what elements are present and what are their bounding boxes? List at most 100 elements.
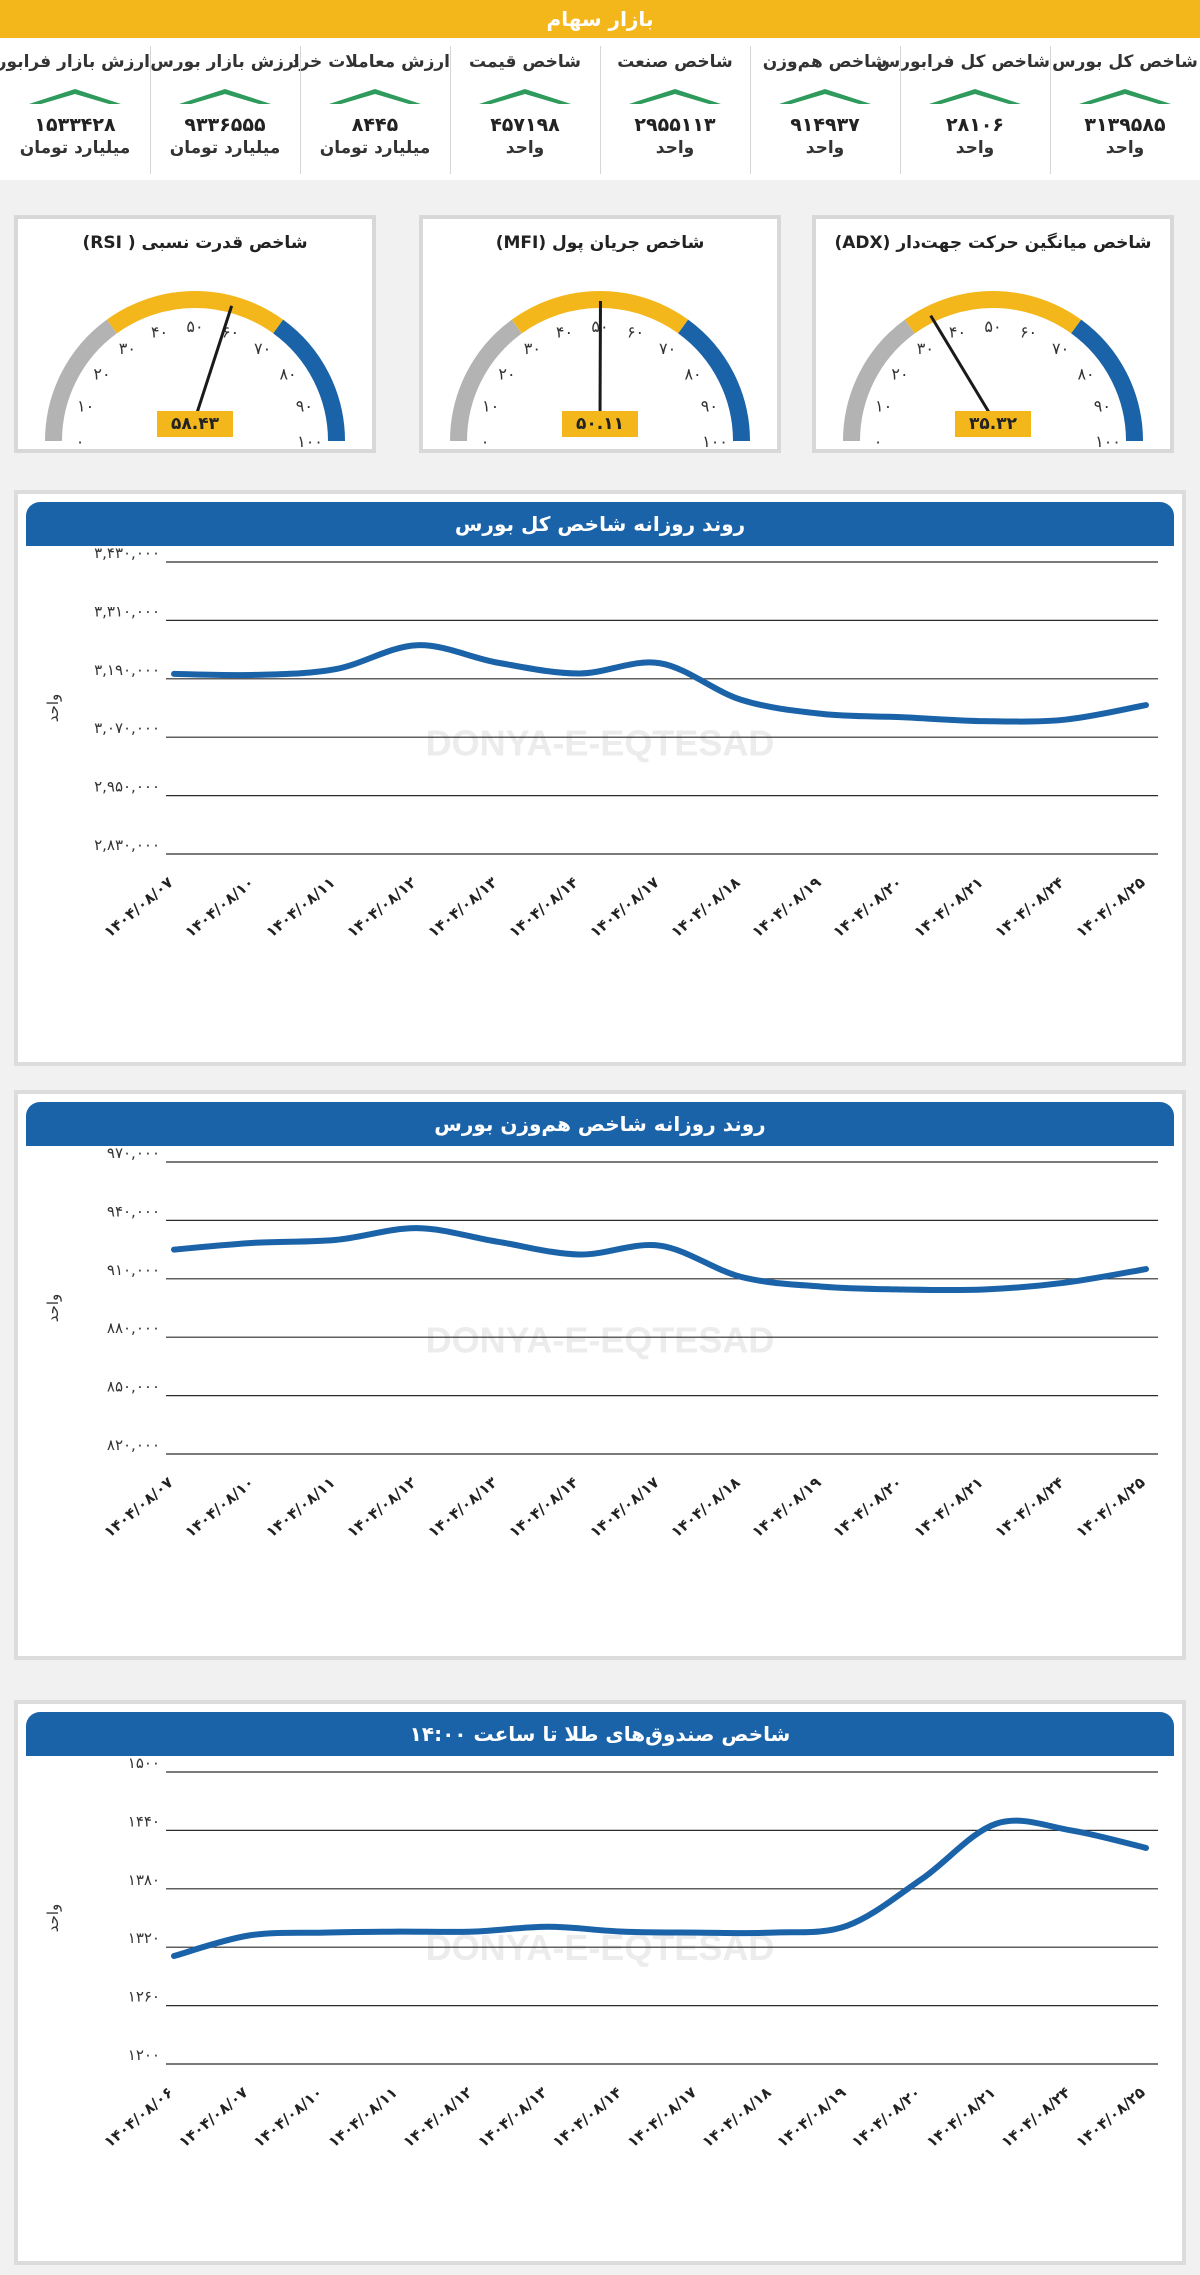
x-tick-label: ۱۴۰۴/۰۸/۱۹ [773, 2083, 849, 2151]
index-value: ۲۹۵۵۱۱۳ [634, 114, 716, 136]
line-chart: DONYA-E-EQTESAD ۳,۴۳۰,۰۰۰ ۳,۳۱۰,۰۰۰ ۳,۱۹۰,۰… [44, 544, 1158, 941]
x-tick-label: ۱۴۰۴/۰۸/۲۵ [1072, 873, 1148, 941]
y-tick-label: ۳,۰۷۰,۰۰۰ [94, 719, 160, 737]
gauge-value: ۵۰.۱۱ [562, 411, 638, 437]
gauge-tick-label: ۱۰ [875, 396, 892, 415]
up-arrow-icon [779, 89, 871, 104]
x-tick-label: ۱۴۰۴/۰۸/۰۷ [100, 873, 176, 941]
x-tick-label: ۱۴۰۴/۰۸/۲۰ [829, 1473, 905, 1541]
gauge-tick-label: ۹۰ [701, 396, 718, 415]
gauge-card: شاخص میانگین حرکت جهت‌دار (ADX) ۰ ۱۰ ۲۰ ۳۰ ۴۰… [812, 215, 1174, 453]
y-tick-label: ۸۸۰,۰۰۰ [107, 1319, 160, 1337]
gauge-band-mid [511, 291, 689, 334]
index-value: ۹۳۳۶۵۵۵ [184, 114, 266, 136]
index-name: ارزش بازار بورس [150, 52, 300, 72]
index-name: شاخص کل بورس [1052, 52, 1198, 72]
chart-card-total-index: DONYA-E-EQTESAD ۳,۴۳۰,۰۰۰ ۳,۳۱۰,۰۰۰ ۳,۱۹۰,۰… [14, 490, 1186, 1066]
index-name: شاخص قیمت [469, 52, 581, 72]
index-value: ۸۴۴۵ [351, 114, 399, 136]
index-value: ۹۱۴۹۳۷ [790, 114, 860, 136]
y-tick-label: ۱۲۶۰ [128, 1988, 160, 2006]
up-arrow-icon [1079, 89, 1171, 104]
x-tick-label: ۱۴۰۴/۰۸/۱۸ [699, 2083, 775, 2151]
x-tick-label: ۱۴۰۴/۰۸/۲۰ [829, 873, 905, 941]
y-tick-label: ۱۵۰۰ [128, 1754, 160, 1772]
x-tick-label: ۱۴۰۴/۰۸/۱۲ [343, 1473, 419, 1541]
divider [150, 46, 151, 174]
x-tick-label: ۱۴۰۴/۰۸/۱۰ [181, 873, 257, 941]
gauge-band-high [1071, 319, 1143, 442]
page-title: بازار سهام [546, 7, 654, 31]
gauge-needle [193, 305, 234, 420]
gauge-tick-label: ۴۰ [949, 323, 966, 342]
gauge-tick-label: ۹۰ [296, 396, 313, 415]
x-tick-label: ۱۴۰۴/۰۸/۲۵ [1072, 2083, 1148, 2151]
x-tick-label: ۱۴۰۴/۰۸/۱۷ [586, 873, 662, 941]
gauge-tick-label: ۳۰ [917, 339, 934, 358]
y-tick-label: ۳,۱۹۰,۰۰۰ [94, 661, 160, 679]
y-axis-label: واحد [44, 1904, 62, 1933]
gauge-card: شاخص قدرت نسبی ( RSI) ۰ ۱۰ ۲۰ ۳۰ ۴۰ ۵۰ ۶۰ ۷۰ ۸۰ ۹۰… [14, 215, 376, 453]
chart-header: روند روزانه شاخص کل بورس [26, 502, 1174, 546]
index-value: ۱۵۳۳۴۲۸ [34, 114, 116, 136]
x-tick-label: ۱۴۰۴/۰۸/۲۱ [923, 2083, 999, 2151]
y-tick-label: ۱۲۰۰ [128, 2046, 160, 2064]
gauge-tick-label: ۹۰ [1094, 396, 1111, 415]
x-tick-label: ۱۴۰۴/۰۸/۲۴ [991, 1473, 1067, 1541]
x-tick-label: ۱۴۰۴/۰۸/۱۷ [624, 2083, 700, 2151]
index-tile: شاخص کل فرابورس ۲۸۱۰۶ واحد [877, 38, 1050, 180]
gauge-tick-label: ۰ [481, 432, 490, 449]
index-unit: میلیارد تومان [19, 138, 131, 158]
y-tick-label: ۳,۴۳۰,۰۰۰ [94, 544, 160, 562]
x-tick-label: ۱۴۰۴/۰۸/۲۱ [910, 1473, 986, 1541]
index-tile: شاخص هم‌وزن ۹۱۴۹۳۷ واحد [750, 38, 900, 180]
index-unit: واحد [805, 138, 845, 158]
gauge-tick-label: ۷۰ [1052, 339, 1069, 358]
index-tile: شاخص صنعت ۲۹۵۵۱۱۳ واحد [600, 38, 750, 180]
x-tick-label: ۱۴۰۴/۰۸/۱۴ [549, 2083, 625, 2151]
top-bar: بازار سهام [0, 0, 1200, 52]
gauge-title: شاخص قدرت نسبی ( RSI) [82, 233, 308, 253]
x-tick-label: ۱۴۰۴/۰۸/۰۷ [175, 2083, 251, 2151]
divider [600, 46, 601, 174]
x-tick-label: ۱۴۰۴/۰۸/۲۰ [848, 2083, 924, 2151]
gauge-tick-label: ۱۰۰ [297, 432, 323, 449]
x-tick-label: ۱۴۰۴/۰۸/۱۰ [250, 2083, 326, 2151]
up-arrow-icon [629, 89, 721, 104]
gauge-tick-label: ۳۰ [119, 339, 136, 358]
gauge-tick-label: ۱۰۰ [702, 432, 728, 449]
gauge-card: شاخص جریان پول (MFI)۰۱۰۲۰۳۰۴۰۵۰۶۰۷۰۸۰۹۰۱… [419, 215, 781, 453]
gauge-band-mid [904, 291, 1082, 334]
y-tick-label: ۸۲۰,۰۰۰ [107, 1436, 160, 1454]
chart-card-equal-weight-index: DONYA-E-EQTESAD ۹۷۰,۰۰۰ ۹۴۰,۰۰۰ ۹۱۰,۰۰۰ ۸۸۰,… [14, 1090, 1186, 1660]
y-tick-label: ۸۵۰,۰۰۰ [107, 1378, 160, 1396]
gauge-band-mid [106, 291, 284, 334]
gauge-tick-label: ۲۰ [498, 364, 515, 383]
index-unit: واحد [955, 138, 995, 158]
x-tick-label: ۱۴۰۴/۰۸/۱۸ [667, 1473, 743, 1541]
chart-title: روند روزانه شاخص کل بورس [454, 512, 746, 536]
y-tick-label: ۲,۸۳۰,۰۰۰ [94, 836, 160, 854]
gauge-band-low [450, 319, 522, 442]
series-line [171, 1817, 1149, 1959]
divider [450, 46, 451, 174]
x-tick-label: ۱۴۰۴/۰۸/۱۲ [400, 2083, 476, 2151]
y-tick-label: ۱۳۲۰ [128, 1929, 160, 1947]
x-tick-label: ۱۴۰۴/۰۸/۱۱ [325, 2083, 401, 2151]
gauge-tick-label: ۸۰ [684, 364, 701, 383]
gauge-value: ۵۸.۴۳ [157, 411, 233, 437]
x-tick-label: ۱۴۰۴/۰۸/۱۹ [748, 873, 824, 941]
index-tile: ارزش بازار بورس ۹۳۳۶۵۵۵ میلیارد تومان [150, 38, 300, 180]
x-tick-label: ۱۴۰۴/۰۸/۱۰ [181, 1473, 257, 1541]
gauge-tick-label: ۳۰ [524, 339, 541, 358]
index-unit: میلیارد تومان [169, 138, 281, 158]
gauge-tick-label: ۰ [874, 432, 883, 449]
gauge-band-low [45, 319, 117, 442]
index-unit: واحد [1105, 138, 1145, 158]
gauge-tick-label: ۱۰ [482, 396, 499, 415]
y-tick-label: ۹۷۰,۰۰۰ [107, 1144, 160, 1162]
up-arrow-icon [29, 89, 121, 104]
x-tick-label: ۱۴۰۴/۰۸/۱۹ [748, 1473, 824, 1541]
x-tick-label: ۱۴۰۴/۰۸/۱۳ [424, 1473, 500, 1541]
